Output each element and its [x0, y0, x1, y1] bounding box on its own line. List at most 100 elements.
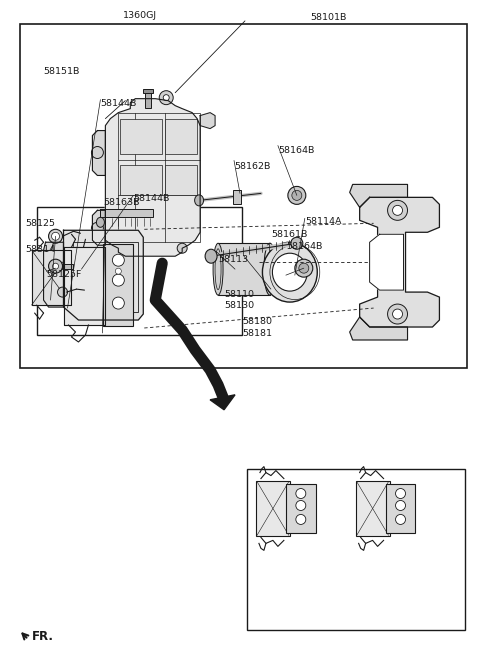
Bar [247, 469, 465, 630]
Circle shape [159, 91, 173, 104]
Text: 58162B: 58162B [234, 162, 271, 171]
Bar [144, 89, 153, 93]
Circle shape [396, 489, 406, 499]
Circle shape [112, 274, 124, 286]
Bar [78, 282, 103, 312]
Text: 58163B: 58163B [104, 198, 140, 207]
Circle shape [163, 95, 169, 101]
Text: 58144B: 58144B [101, 99, 137, 108]
Circle shape [78, 287, 88, 297]
Circle shape [393, 309, 403, 319]
Bar [36, 208, 242, 335]
Polygon shape [63, 247, 106, 325]
Text: 58314: 58314 [25, 245, 56, 254]
Text: 58101B: 58101B [311, 13, 347, 22]
Text: FR.: FR. [32, 630, 54, 643]
Ellipse shape [96, 217, 104, 227]
Circle shape [112, 254, 124, 266]
Polygon shape [210, 395, 235, 410]
Circle shape [58, 287, 68, 297]
Bar [103, 244, 133, 326]
Circle shape [299, 263, 309, 273]
Text: 58130: 58130 [225, 301, 255, 310]
Circle shape [91, 222, 103, 235]
Bar [70, 247, 97, 307]
Circle shape [48, 260, 62, 273]
Bar [165, 119, 197, 154]
Bar [286, 484, 316, 533]
Circle shape [91, 147, 103, 158]
Circle shape [78, 272, 88, 282]
Bar [119, 112, 200, 242]
Bar [120, 166, 162, 195]
Bar [233, 191, 241, 204]
Circle shape [51, 233, 60, 240]
Bar [100, 210, 153, 217]
Text: 58125F: 58125F [47, 270, 82, 279]
Bar [108, 247, 128, 277]
Polygon shape [93, 210, 106, 245]
Bar [120, 119, 162, 154]
Text: 58110: 58110 [225, 290, 255, 299]
Bar [145, 93, 151, 108]
Text: 58180: 58180 [242, 317, 272, 327]
Polygon shape [32, 250, 72, 305]
Bar [20, 24, 468, 368]
Circle shape [296, 501, 306, 510]
Circle shape [78, 254, 88, 264]
Text: 58181: 58181 [242, 328, 272, 338]
Circle shape [115, 268, 121, 274]
Circle shape [296, 489, 306, 499]
Ellipse shape [273, 253, 307, 291]
Circle shape [177, 243, 187, 253]
Text: 58164B: 58164B [279, 146, 315, 155]
Text: 1360GJ: 1360GJ [123, 11, 157, 20]
Ellipse shape [264, 243, 276, 295]
Ellipse shape [194, 195, 204, 206]
Ellipse shape [263, 242, 317, 302]
Circle shape [47, 287, 60, 301]
Polygon shape [106, 99, 200, 256]
Text: 58113: 58113 [218, 254, 248, 263]
Circle shape [396, 501, 406, 510]
Circle shape [52, 263, 59, 269]
Circle shape [387, 200, 408, 220]
Circle shape [393, 206, 403, 215]
Circle shape [48, 229, 62, 243]
Text: 58144B: 58144B [134, 194, 170, 203]
Bar [385, 484, 416, 533]
Bar [61, 264, 73, 269]
Polygon shape [93, 131, 106, 175]
Ellipse shape [205, 249, 217, 263]
Circle shape [50, 291, 57, 297]
Circle shape [295, 260, 313, 277]
Polygon shape [360, 197, 439, 327]
Circle shape [288, 187, 306, 204]
Bar [356, 480, 390, 536]
Ellipse shape [213, 243, 223, 295]
Bar [165, 166, 197, 195]
Circle shape [396, 514, 406, 524]
Polygon shape [370, 235, 404, 290]
Circle shape [112, 297, 124, 309]
Polygon shape [350, 317, 408, 340]
Bar [73, 242, 138, 312]
Circle shape [50, 260, 57, 265]
Polygon shape [350, 185, 408, 208]
Text: 58161B: 58161B [271, 230, 308, 238]
Bar [218, 243, 270, 295]
Text: 58125: 58125 [25, 219, 56, 228]
Circle shape [292, 191, 302, 200]
Polygon shape [63, 231, 144, 320]
Polygon shape [44, 242, 63, 307]
Circle shape [387, 304, 408, 324]
Circle shape [47, 255, 60, 269]
Circle shape [113, 243, 123, 253]
Bar [78, 247, 103, 277]
Ellipse shape [291, 237, 303, 249]
Bar [256, 480, 290, 536]
Circle shape [296, 514, 306, 524]
Text: 58151B: 58151B [43, 67, 79, 76]
Bar [108, 282, 128, 312]
Polygon shape [200, 112, 215, 129]
